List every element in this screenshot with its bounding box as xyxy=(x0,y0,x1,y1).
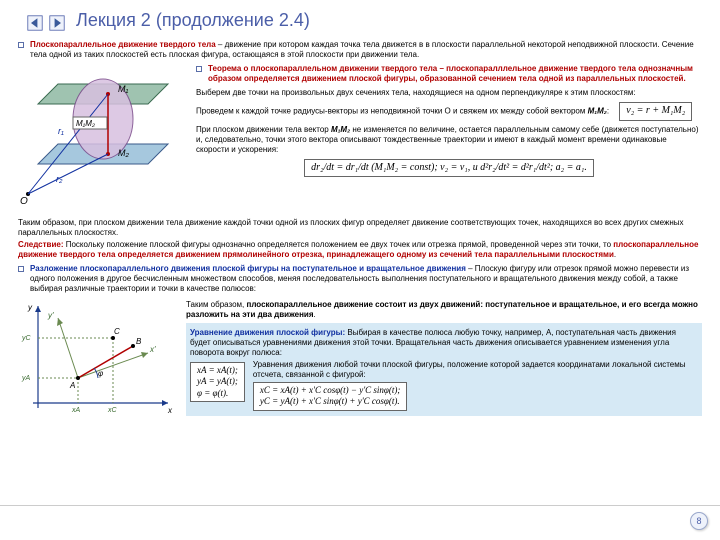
p11: Уравнения движения любой точки плоской ф… xyxy=(253,360,698,380)
decomp-lead: Разложение плоскопараллельного движения … xyxy=(30,264,466,273)
p4: Проведем к каждой точке радиусы-векторы … xyxy=(196,100,702,123)
bullet-marker xyxy=(18,42,24,48)
formula-point: xC = xA(t) + x'C cosφ(t) − y'C sinφ(t); … xyxy=(253,382,408,411)
p6: Таким образом, при плоском движении тела… xyxy=(18,218,702,238)
label-O: O xyxy=(20,196,28,207)
label-r2: r₂ xyxy=(56,174,63,184)
ax-yp: y' xyxy=(47,311,54,320)
formula-v2: v₂ = r + M₁M₂ xyxy=(619,102,692,121)
pt-B: B xyxy=(136,337,142,346)
bullet-marker xyxy=(196,66,202,72)
page-number-badge: 8 xyxy=(690,512,708,530)
pt-C: C xyxy=(114,327,120,336)
bullet-marker xyxy=(18,266,24,272)
footer-divider xyxy=(0,505,720,506)
lbl-xA: xA xyxy=(71,407,81,414)
def-lead: Плоскопараллельное движение твердого тел… xyxy=(30,40,216,49)
nav-prev-button[interactable] xyxy=(26,14,44,32)
pt-A: A xyxy=(69,381,75,390)
label-M1M2: M₁M₂ xyxy=(76,119,95,128)
theorem-text: Теорема о плоскопараллельном движении тв… xyxy=(208,64,702,84)
content-area: Плоскопараллельное движение твердого тел… xyxy=(18,40,702,418)
bullet-theorem: Теорема о плоскопараллельном движении тв… xyxy=(196,64,702,84)
lbl-xC: xC xyxy=(107,407,118,414)
p9: Таким образом, плоскопараллельное движен… xyxy=(186,300,702,320)
p7: Следствие: Поскольку положение плоской ф… xyxy=(18,240,702,260)
bullet-decomposition: Разложение плоскопараллельного движения … xyxy=(18,264,702,294)
lbl-phi: φ xyxy=(98,369,103,378)
formula-pole: xA = xA(t); yA = yA(t); φ = φ(t). xyxy=(190,362,245,402)
azure-block: Уравнение движения плоской фигуры: Выбир… xyxy=(186,323,702,416)
diagram-axes: x y x' y' A B C φ xA xC yA yC xyxy=(18,298,178,418)
bullet-definition: Плоскопараллельное движение твердого тел… xyxy=(18,40,702,60)
nav-next-button[interactable] xyxy=(48,14,66,32)
p3: Выберем две точки на произвольных двух с… xyxy=(196,88,702,98)
lbl-yC: yC xyxy=(21,335,32,342)
label-M2: M₂ xyxy=(118,148,129,158)
formula-derivatives: dr₂/dt = dr₁/dt (M₁M₂ = const); v₂ = v₁,… xyxy=(304,159,594,178)
label-M1: M₁ xyxy=(118,84,128,94)
lecture-title: Лекция 2 (продолжение 2.4) xyxy=(76,10,310,31)
label-r1: r₁ xyxy=(58,126,64,136)
diagram-planes: M₁ M₂ O r₁ r₂ M₁M₂ xyxy=(18,64,188,214)
eq-lead: Уравнение движения плоской фигуры: xyxy=(190,328,345,337)
lbl-yA: yA xyxy=(21,375,31,382)
p5: При плоском движении тела вектор M₁M₂ не… xyxy=(196,125,702,155)
ax-xp: x' xyxy=(149,345,156,354)
